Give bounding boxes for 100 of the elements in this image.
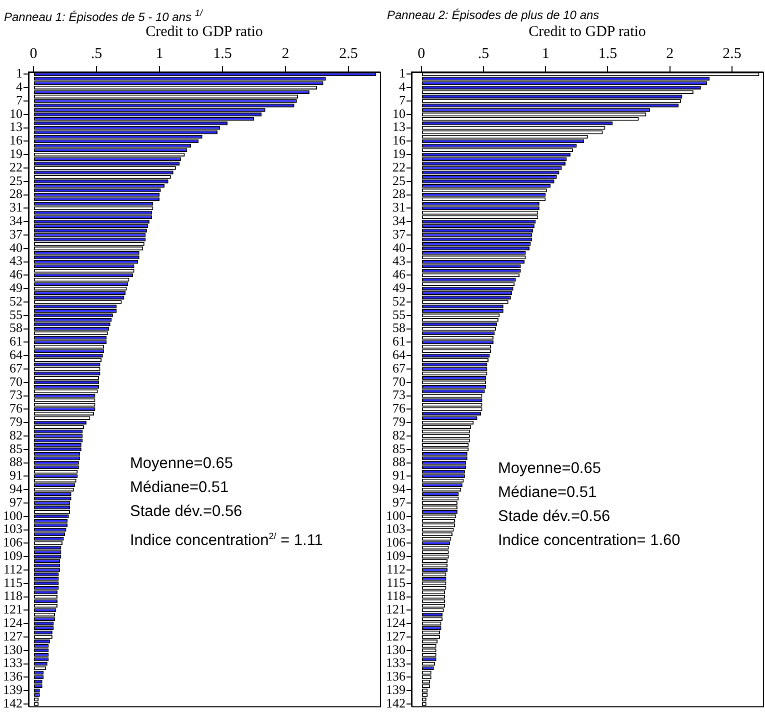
y-tick-label: 88 (10, 454, 22, 470)
y-tick-label: 52 (392, 293, 406, 308)
annotation: Médiane=0.51 (498, 483, 598, 503)
annotation: Médiane=0.51 (130, 478, 230, 498)
y-tick-label: 142 (386, 695, 406, 710)
y-tick-label: 13 (10, 119, 22, 134)
x-tick-label: 2 (282, 46, 290, 62)
y-tick-label: 79 (10, 414, 22, 430)
y-tick-label: 133 (386, 655, 406, 670)
y-tick-label: 142 (3, 695, 22, 710)
x-tick-label: 2.5 (722, 46, 742, 62)
y-tick-label: 82 (392, 427, 406, 442)
y-tick-label: 34 (392, 213, 406, 228)
y-tick-label: 112 (386, 561, 406, 576)
y-tick-label: 34 (10, 213, 23, 228)
y-tick-label: 16 (392, 132, 406, 148)
y-tick-label: 100 (386, 508, 406, 523)
y-tick-label: 79 (392, 414, 406, 430)
x-tick-label: 1 (542, 46, 550, 62)
y-tick-label: 13 (392, 119, 406, 134)
y-tick-label: 10 (392, 106, 406, 121)
y-tick-label: 55 (10, 306, 22, 322)
y-tick-label: 22 (392, 159, 406, 174)
y-tick-label: 25 (392, 172, 406, 188)
y-tick-label: 103 (3, 521, 22, 536)
y-tick-label: 28 (392, 186, 406, 202)
y-tick-label: 49 (10, 280, 22, 296)
y-tick-label: 97 (392, 494, 406, 510)
annotation: Indice concentration= 1.60 (498, 531, 680, 551)
y-tick-label: 64 (10, 347, 23, 362)
y-tick-label: 88 (392, 454, 406, 470)
y-tick-label: 94 (392, 481, 406, 496)
y-tick-label: 73 (10, 387, 22, 402)
y-tick-label: 58 (10, 320, 22, 336)
y-tick-label: 94 (10, 481, 23, 496)
y-tick-label: 10 (10, 106, 22, 121)
annotation: Moyenne=0.65 (498, 459, 602, 479)
y-tick-label: 136 (386, 668, 406, 684)
y-tick-label: 70 (10, 374, 22, 389)
y-tick-label: 46 (392, 266, 406, 282)
x-axis-title: Credit to GDP ratio (146, 24, 263, 40)
y-tick-label: 139 (3, 682, 22, 697)
y-tick-label: 58 (392, 320, 406, 336)
y-tick-label: 67 (10, 360, 23, 376)
annotation: Stade dév.=0.56 (498, 507, 612, 527)
y-tick-label: 25 (10, 172, 22, 188)
y-tick-label: 97 (10, 494, 23, 510)
y-tick-label: 82 (10, 427, 22, 442)
y-tick-label: 16 (10, 132, 23, 148)
y-tick-label: 49 (392, 280, 406, 296)
y-tick-label: 7 (16, 92, 23, 108)
y-tick-label: 4 (399, 79, 406, 94)
y-tick-label: 106 (386, 534, 406, 550)
annotation: Moyenne=0.65 (130, 454, 234, 474)
y-tick-label: 37 (10, 226, 23, 242)
y-tick-label: 46 (10, 266, 23, 282)
y-tick-label: 52 (10, 293, 22, 308)
x-axis-title: Credit to GDP ratio (528, 24, 646, 40)
y-tick-label: 76 (392, 400, 406, 416)
y-tick-label: 76 (10, 400, 23, 416)
y-tick-label: 61 (392, 334, 406, 349)
y-tick-label: 91 (392, 468, 406, 483)
y-tick-label: 130 (386, 642, 406, 657)
x-tick-label: 0 (30, 46, 38, 62)
y-tick-label: 43 (10, 253, 22, 268)
x-tick-label: .5 (478, 46, 490, 62)
x-tick-label: 1.5 (213, 46, 232, 62)
y-tick-label: 133 (3, 655, 22, 670)
y-tick-label: 19 (10, 146, 22, 162)
y-tick-label: 67 (392, 360, 406, 376)
y-tick-label: 85 (392, 440, 406, 456)
y-tick-label: 124 (3, 614, 23, 630)
y-tick-label: 61 (10, 334, 22, 349)
x-tick-label: 1 (156, 46, 164, 62)
y-tick-label: 43 (392, 253, 406, 268)
y-tick-label: 64 (392, 347, 406, 362)
chart-title: Panneau 1: Épisodes de 5 - 10 ans $^{1/}$ (4, 8, 202, 24)
y-tick-label: 70 (392, 374, 406, 389)
y-tick-label: 112 (3, 561, 22, 576)
y-tick-label: 28 (10, 186, 22, 202)
y-tick-label: 127 (386, 628, 406, 644)
y-tick-label: 85 (10, 440, 22, 456)
y-tick-label: 109 (3, 548, 22, 564)
y-tick-label: 91 (10, 468, 22, 483)
y-tick-label: 7 (399, 92, 406, 108)
y-tick-label: 73 (392, 387, 406, 402)
y-tick-label: 31 (392, 200, 406, 215)
y-tick-label: 55 (392, 306, 406, 322)
y-tick-label: 118 (386, 588, 406, 604)
y-tick-label: 118 (3, 588, 22, 604)
y-tick-label: 115 (386, 574, 406, 590)
annotation: Stade dév.=0.56 (130, 502, 244, 522)
y-tick-label: 100 (3, 508, 22, 523)
y-tick-label: 19 (392, 146, 406, 162)
y-tick-label: 37 (392, 226, 406, 242)
x-tick-label: 2.5 (339, 46, 358, 62)
y-tick-label: 103 (386, 521, 406, 536)
annotation: Indice concentration$^{2/}$ = 1.11 (130, 530, 323, 552)
y-tick-label: 136 (3, 668, 23, 684)
x-tick-label: .5 (90, 46, 102, 62)
